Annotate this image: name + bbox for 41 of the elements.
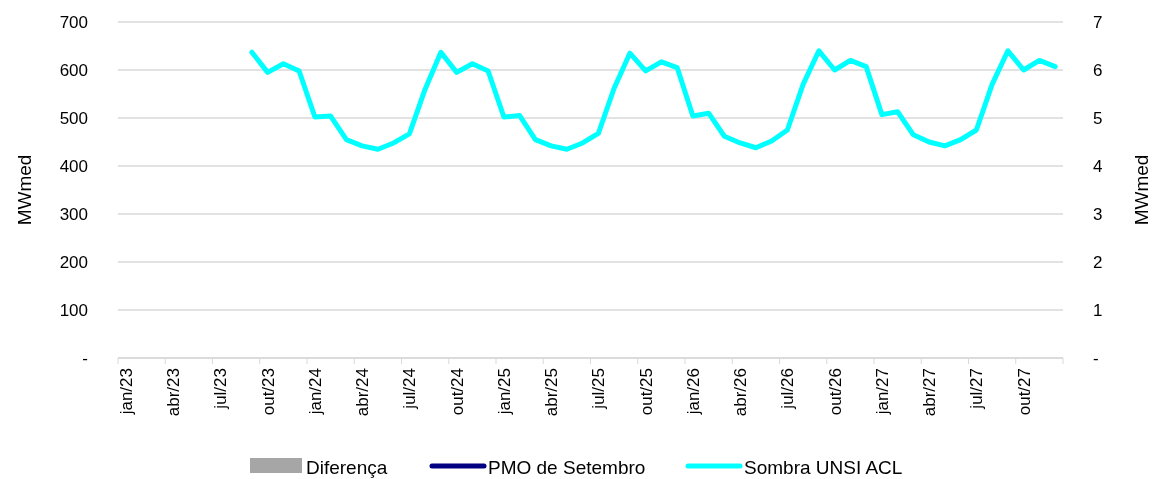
- y2-tick-label: -: [1093, 348, 1099, 368]
- y-tick-label: 300: [59, 204, 88, 224]
- legend-label: Sombra UNSI ACL: [744, 456, 903, 478]
- x-tick-label: out/25: [636, 368, 656, 416]
- y-tick-label: 200: [59, 252, 88, 272]
- x-tick-label: out/24: [447, 368, 467, 416]
- x-tick-label: jul/24: [400, 368, 420, 410]
- y2-tick-label: 5: [1093, 108, 1103, 128]
- y-tick-label: 500: [59, 108, 88, 128]
- y2-tick-label: 6: [1093, 60, 1103, 80]
- y-tick-label: 100: [59, 300, 88, 320]
- x-tick-label: abr/26: [731, 368, 751, 417]
- y-tick-label: 700: [59, 12, 88, 32]
- x-tick-label: abr/25: [542, 368, 562, 417]
- y2-tick-label: 2: [1093, 252, 1103, 272]
- x-tick-label: jul/26: [778, 368, 798, 410]
- x-tick-label: out/26: [825, 368, 845, 416]
- y2-tick-label: 7: [1093, 12, 1103, 32]
- legend-label: PMO de Setembro: [488, 456, 646, 478]
- x-tick-label: abr/27: [920, 368, 940, 417]
- x-tick-label: abr/24: [353, 368, 373, 417]
- y2-axis-title: MWmed: [1131, 154, 1152, 226]
- y2-tick-label: 4: [1093, 156, 1103, 176]
- x-tick-label: jan/23: [116, 368, 136, 416]
- y-axis-title: MWmed: [14, 154, 35, 226]
- x-tick-label: jul/23: [211, 368, 231, 410]
- y-tick-label: -: [82, 348, 88, 368]
- x-tick-label: jan/25: [494, 368, 514, 416]
- y2-tick-label: 3: [1093, 204, 1103, 224]
- x-tick-label: out/27: [1014, 368, 1034, 416]
- x-tick-label: abr/23: [164, 368, 184, 417]
- x-tick-label: out/23: [258, 368, 278, 416]
- x-tick-label: jan/27: [872, 368, 892, 416]
- x-tick-label: jul/25: [589, 368, 609, 410]
- y-tick-label: 400: [59, 156, 88, 176]
- x-tick-label: jan/24: [305, 368, 325, 416]
- legend-label: Diferença: [306, 456, 388, 478]
- y-tick-label: 600: [59, 60, 88, 80]
- x-tick-label: jul/27: [967, 368, 987, 410]
- y2-tick-label: 1: [1093, 300, 1103, 320]
- x-tick-label: jan/26: [683, 368, 703, 416]
